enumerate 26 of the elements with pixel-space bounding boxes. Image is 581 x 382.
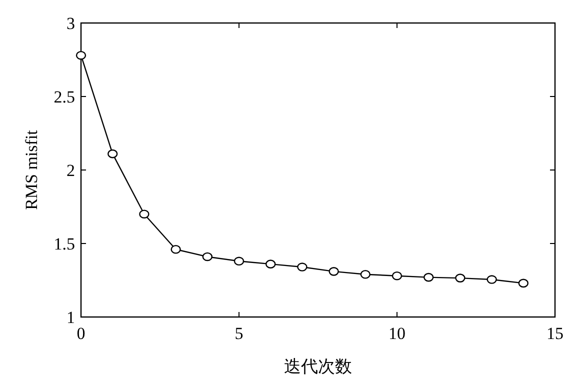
y-tick-label: 1 bbox=[66, 308, 75, 327]
point bbox=[139, 210, 150, 218]
point bbox=[266, 260, 276, 268]
y-tick-label: 1.5 bbox=[54, 234, 75, 254]
x-tick-label: 10 bbox=[388, 324, 406, 343]
point bbox=[455, 274, 466, 282]
y-tick-label: 3 bbox=[66, 14, 75, 33]
point bbox=[424, 272, 434, 282]
point bbox=[392, 271, 402, 280]
y-tick-label: 2 bbox=[66, 161, 75, 180]
point bbox=[297, 262, 308, 272]
point bbox=[518, 278, 528, 288]
y-tick-label: 2.5 bbox=[54, 88, 75, 106]
point bbox=[170, 244, 181, 254]
x-tick-label: 5 bbox=[234, 324, 244, 343]
point bbox=[234, 256, 244, 266]
x-tick-label: 15 bbox=[546, 324, 564, 343]
x-axis-title: 迭代次数 bbox=[284, 357, 352, 377]
point bbox=[202, 252, 212, 262]
x-tick-label: 0 bbox=[76, 324, 86, 343]
point bbox=[360, 270, 370, 279]
point bbox=[486, 275, 497, 284]
point bbox=[328, 267, 339, 276]
point bbox=[76, 50, 86, 60]
point bbox=[108, 149, 118, 158]
y-axis-title: RMS misfit bbox=[22, 130, 41, 210]
